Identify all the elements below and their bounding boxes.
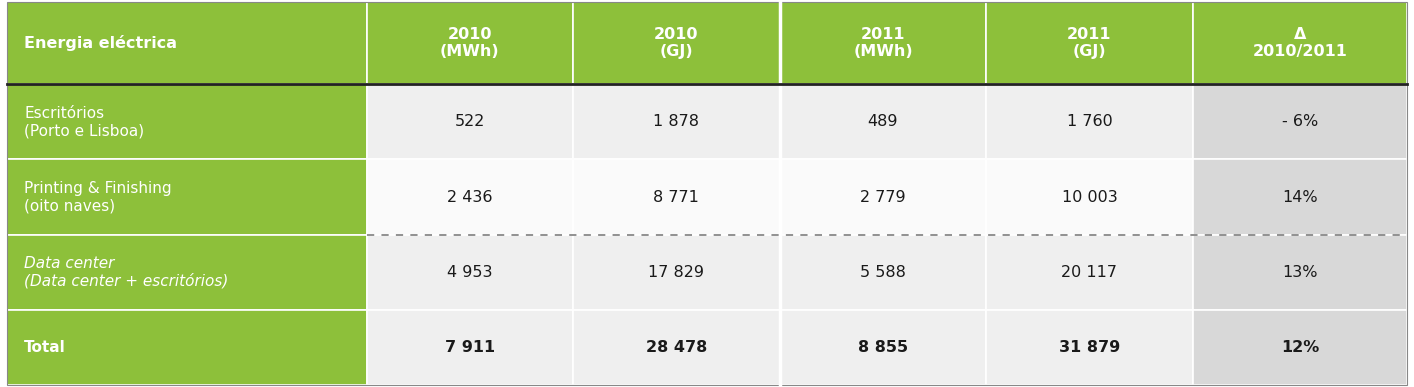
- Text: 522: 522: [455, 115, 485, 129]
- Bar: [573, 2, 779, 84]
- Text: 13%: 13%: [1282, 265, 1318, 280]
- Text: 8 855: 8 855: [858, 340, 908, 355]
- Text: 1 760: 1 760: [1066, 115, 1113, 129]
- Bar: [7, 310, 366, 385]
- Bar: [366, 2, 573, 84]
- Text: Total: Total: [24, 340, 66, 355]
- Text: 2010
(MWh): 2010 (MWh): [440, 27, 499, 59]
- Bar: [779, 235, 986, 310]
- Text: 17 829: 17 829: [649, 265, 704, 280]
- Text: - 6%: - 6%: [1281, 115, 1318, 129]
- Bar: [986, 310, 1193, 385]
- Bar: [366, 235, 573, 310]
- Text: 4 953: 4 953: [447, 265, 492, 280]
- Text: 31 879: 31 879: [1059, 340, 1120, 355]
- Text: 489: 489: [868, 115, 898, 129]
- Text: 5 588: 5 588: [860, 265, 906, 280]
- Text: Δ
2010/2011: Δ 2010/2011: [1253, 27, 1348, 59]
- Bar: [779, 310, 986, 385]
- Text: 1 878: 1 878: [653, 115, 700, 129]
- Text: 8 771: 8 771: [653, 190, 700, 205]
- Bar: [1193, 310, 1407, 385]
- Bar: [1193, 84, 1407, 159]
- Text: 2010
(GJ): 2010 (GJ): [655, 27, 699, 59]
- Text: 20 117: 20 117: [1062, 265, 1117, 280]
- Text: 2 436: 2 436: [447, 190, 492, 205]
- Text: 12%: 12%: [1281, 340, 1319, 355]
- Bar: [986, 159, 1193, 235]
- Bar: [573, 310, 779, 385]
- Bar: [779, 84, 986, 159]
- Bar: [1193, 159, 1407, 235]
- Text: Data center
(Data center + escritórios): Data center (Data center + escritórios): [24, 256, 229, 289]
- Text: Escritórios
(Porto e Lisboa): Escritórios (Porto e Lisboa): [24, 106, 144, 138]
- Bar: [7, 159, 366, 235]
- Bar: [1193, 235, 1407, 310]
- Bar: [7, 235, 366, 310]
- Bar: [366, 84, 573, 159]
- Text: 7 911: 7 911: [445, 340, 495, 355]
- Bar: [779, 159, 986, 235]
- Text: 28 478: 28 478: [646, 340, 707, 355]
- Text: Energia eléctrica: Energia eléctrica: [24, 35, 177, 51]
- Bar: [573, 159, 779, 235]
- Bar: [573, 84, 779, 159]
- Bar: [1193, 2, 1407, 84]
- Bar: [986, 84, 1193, 159]
- Bar: [366, 159, 573, 235]
- Text: 2 779: 2 779: [860, 190, 906, 205]
- Text: 2011
(GJ): 2011 (GJ): [1068, 27, 1111, 59]
- Text: Printing & Finishing
(oito naves): Printing & Finishing (oito naves): [24, 181, 171, 213]
- Bar: [986, 2, 1193, 84]
- Bar: [779, 2, 986, 84]
- Text: 2011
(MWh): 2011 (MWh): [853, 27, 913, 59]
- Bar: [573, 235, 779, 310]
- Text: 14%: 14%: [1282, 190, 1318, 205]
- Bar: [7, 2, 366, 84]
- Bar: [986, 235, 1193, 310]
- Bar: [366, 310, 573, 385]
- Text: 10 003: 10 003: [1062, 190, 1117, 205]
- Bar: [7, 84, 366, 159]
